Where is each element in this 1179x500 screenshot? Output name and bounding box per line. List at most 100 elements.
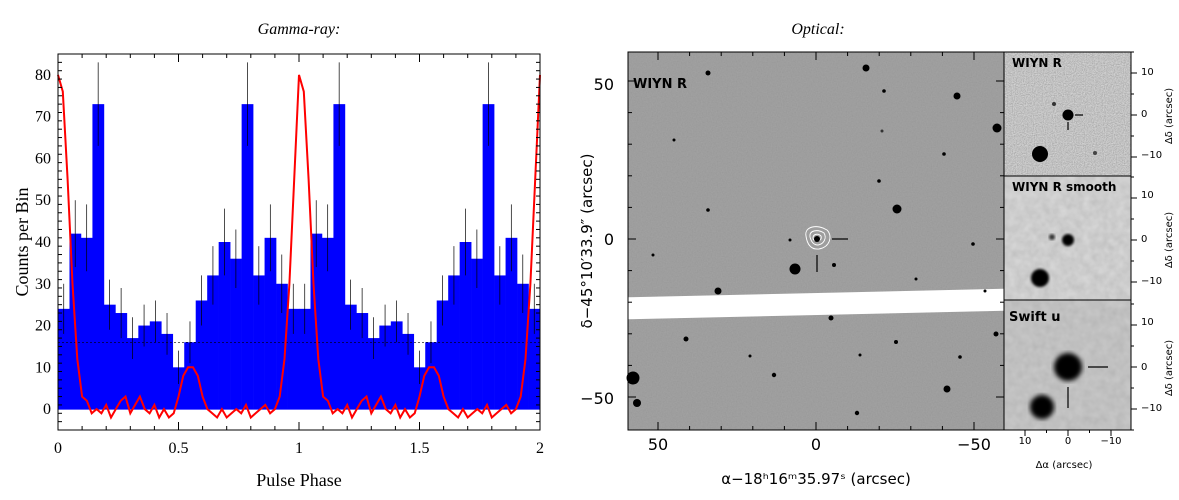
histogram-bar <box>195 300 208 410</box>
histogram-bar <box>344 304 357 410</box>
histogram-bar <box>356 313 369 410</box>
main-image-ticks <box>628 52 1004 430</box>
inset-x-tick: −10 <box>1100 436 1121 447</box>
histogram-bar <box>517 283 529 410</box>
histogram-bar <box>264 237 277 410</box>
optical-xticks: 50 0 −50 <box>648 435 991 454</box>
inset-y-tick: 0 <box>1141 362 1147 373</box>
histogram-bar <box>172 367 185 410</box>
gamma-ray-chart <box>57 53 541 431</box>
inset-y-tick: 10 <box>1141 190 1154 201</box>
inset-y-tick: 0 <box>1141 234 1147 245</box>
inset-y-tick: 0 <box>1141 109 1147 120</box>
gamma-y-axis-label: Counts per Bin <box>12 187 32 296</box>
inset-label: WIYN R smooth <box>1012 180 1116 194</box>
histogram-bar <box>459 242 472 410</box>
histogram-bar <box>321 237 334 410</box>
inset-x-axis-label: Δα (arcsec) <box>1036 460 1093 471</box>
inset-yticks: 10 0 −10 10 0 −10 10 0 −10 <box>1141 67 1162 414</box>
y-tick-label: 20 <box>35 318 51 335</box>
optical-y-axis-label: δ−45°10′33.9″ (arcsec) <box>578 154 596 329</box>
gamma-title: Gamma-ray: <box>258 21 341 38</box>
y-tick-label: 70 <box>35 109 51 126</box>
inset-wiyn-r: WIYN R <box>1003 51 1132 177</box>
bright-star <box>1031 269 1049 287</box>
histogram-bar <box>80 237 93 410</box>
inset-y-tick: 10 <box>1141 67 1154 78</box>
histogram-bar <box>505 237 518 410</box>
histogram-bar <box>138 325 151 410</box>
histogram-bar <box>149 321 162 410</box>
y-tick-label: 80 <box>35 67 51 84</box>
inset-y-tick: −10 <box>1141 276 1162 287</box>
histogram-bar <box>528 308 541 410</box>
optical-main-image: WIYN R <box>626 51 1005 431</box>
inset-swift-u: Swift u <box>1003 299 1132 431</box>
bright-star <box>1030 395 1054 419</box>
histogram-bar <box>299 308 311 410</box>
optical-counterpart-star <box>814 236 820 242</box>
optical-title: Optical: <box>791 21 844 38</box>
inset-x-tick: 0 <box>1065 436 1071 447</box>
histogram-bar <box>413 367 426 410</box>
histogram-bar <box>390 321 403 410</box>
bright-star <box>1032 146 1048 162</box>
histogram-bar <box>402 333 415 410</box>
y-tick-label: 30 <box>35 276 51 293</box>
counterpart-star <box>1062 234 1074 246</box>
histogram-bar <box>425 342 438 410</box>
inset-label: Swift u <box>1009 310 1060 325</box>
y-tick-label: 40 <box>35 234 51 251</box>
histogram-bar <box>115 313 128 410</box>
counterpart-star <box>1062 109 1074 121</box>
histogram-bar <box>218 242 231 410</box>
inset-y-axis-label: Δδ (arcsec) <box>1164 88 1175 144</box>
histogram-bar <box>379 325 392 410</box>
y-tick-label: 0 <box>43 401 51 418</box>
histogram-bar <box>333 104 346 410</box>
y-tick-label: 60 <box>35 150 51 167</box>
inset-xticks: 10 0 −10 <box>1019 436 1122 447</box>
gamma-ray-error-contours <box>805 226 831 250</box>
inset-y-axis-label: Δδ (arcsec) <box>1164 212 1175 268</box>
inset-y-tick: 10 <box>1141 317 1154 328</box>
inset-y-tick: −10 <box>1141 403 1162 414</box>
inset-wiyn-r-smooth: WIYN R smooth <box>1003 175 1132 301</box>
histogram-bar <box>230 258 242 410</box>
x-tick-label: 1 <box>295 440 303 457</box>
histogram-bar <box>367 338 380 410</box>
counterpart-star <box>1054 353 1082 381</box>
optical-yticks: 50 0 −50 <box>580 75 614 408</box>
inset-ylabels: Δδ (arcsec) Δδ (arcsec) Δδ (arcsec) <box>1164 88 1175 396</box>
histogram-bar <box>126 338 139 410</box>
histogram-bar <box>287 308 300 410</box>
x-tick-label: 0.5 <box>169 440 189 457</box>
histogram-bar <box>471 258 483 410</box>
x-tick-label: −50 <box>957 435 991 454</box>
x-tick-label: 0 <box>811 435 821 454</box>
x-tick-label: 1.5 <box>410 440 430 457</box>
histogram-bar <box>103 304 116 410</box>
histogram-bar <box>482 104 495 410</box>
star-field <box>626 64 1002 416</box>
histogram-bar <box>161 333 174 410</box>
x-tick-label: 50 <box>648 435 668 454</box>
main-image-label: WIYN R <box>633 77 687 92</box>
x-tick-label: 2 <box>536 440 544 457</box>
histogram-bar <box>207 275 219 410</box>
histogram-bar <box>436 300 449 410</box>
gamma-xticks: 0 0.5 1 1.5 2 <box>54 440 544 457</box>
histogram-bar <box>92 104 105 410</box>
inset-ticks <box>1024 51 1137 436</box>
histogram-bar <box>184 342 197 410</box>
gamma-x-axis-label: Pulse Phase <box>256 470 342 490</box>
histogram-bar <box>276 283 288 410</box>
histogram-bar <box>58 308 70 410</box>
y-tick-label: 50 <box>35 192 51 209</box>
inset-x-tick: 10 <box>1019 436 1032 447</box>
y-tick-label: 10 <box>35 359 51 376</box>
ccd-gap-stripe <box>627 288 1005 320</box>
gamma-yticks: 0 10 20 30 40 50 60 70 80 <box>35 67 51 418</box>
y-tick-label: −50 <box>580 389 614 408</box>
